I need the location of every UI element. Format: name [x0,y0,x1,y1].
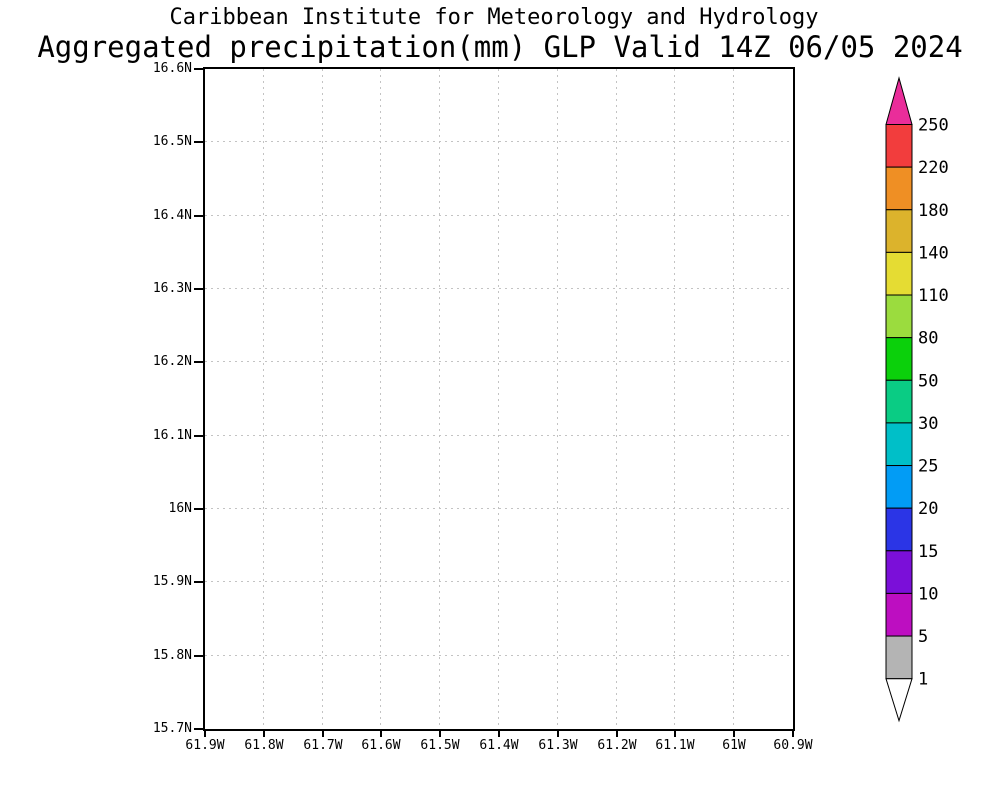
colorbar-tick-label: 20 [918,499,938,519]
lon-tick [557,729,559,737]
colorbar-segment [885,635,913,680]
grid-line-horizontal [205,435,793,436]
grid-line-vertical [557,69,558,729]
colorbar-tick-label: 180 [918,201,949,221]
lon-tick [616,729,618,737]
lat-tick-label: 16.3N [152,281,192,296]
colorbar-tick-label: 5 [918,627,928,647]
lat-tick [194,68,203,70]
grid-line-vertical [322,69,323,729]
colorbar-segment [885,166,913,211]
colorbar-segment [885,379,913,424]
lon-tick [263,729,265,737]
lon-tick [439,729,441,737]
colorbar-tick-label: 1 [918,670,928,690]
lon-tick [380,729,382,737]
colorbar-segment [885,294,913,339]
lon-tick-label: 61.9W [185,738,225,753]
lon-tick-label: 61W [722,738,746,753]
lon-tick-label: 61.4W [479,738,519,753]
grid-line-horizontal [205,361,793,362]
colorbar-tick-label: 250 [918,116,949,136]
lat-tick-label: 15.9N [152,574,192,589]
lon-tick [322,729,324,737]
grid-line-vertical [380,69,381,729]
lat-tick-label: 16.4N [152,208,192,223]
grid-line-horizontal [205,508,793,509]
lon-tick-label: 61.1W [655,738,695,753]
lat-tick [194,581,203,583]
colorbar-segment [885,592,913,637]
lon-tick [733,729,735,737]
colorbar-segment [885,465,913,509]
lon-tick-label: 61.6W [361,738,401,753]
colorbar-segment [885,550,913,594]
grid-line-horizontal [205,141,793,142]
grid-line-vertical [616,69,617,729]
lon-tick [204,729,206,737]
chart-subtitle: Aggregated precipitation(mm) GLP Valid 1… [37,30,963,64]
lon-tick-label: 61.7W [303,738,343,753]
lon-tick-label: 60.9W [773,738,813,753]
grid-line-vertical [439,69,440,729]
colorbar-segment [885,124,913,168]
colorbar-segment [885,251,913,296]
grid-line-vertical [263,69,264,729]
colorbar-above-max-arrow [885,76,913,125]
lat-tick-label: 15.8N [152,648,192,663]
grid-line-horizontal [205,581,793,582]
colorbar-tick-label: 15 [918,542,938,562]
lat-tick [194,728,203,730]
lon-tick-label: 61.2W [597,738,637,753]
grid-line-vertical [674,69,675,729]
grid-line-horizontal [205,288,793,289]
lon-tick-label: 61.5W [420,738,460,753]
lat-tick [194,435,203,437]
lat-tick [194,508,203,510]
grid-line-vertical [498,69,499,729]
grid-line-horizontal [205,655,793,656]
lat-tick [194,288,203,290]
lat-tick-label: 15.7N [152,721,192,736]
colorbar-tick-label: 50 [918,371,938,391]
colorbar-tick-label: 220 [918,158,949,178]
colorbar-segment [885,337,913,381]
colorbar-tick-label: 110 [918,286,949,306]
colorbar: 250 220 180 140 110 80 50 30 25 20 15 10 5 1 [885,76,949,723]
lon-tick [674,729,676,737]
grid-line-vertical [733,69,734,729]
lat-tick-label: 16.6N [152,61,192,76]
colorbar-tick-label: 10 [918,584,938,604]
lon-tick-label: 61.8W [244,738,284,753]
colorbar-tick-label: 25 [918,457,938,477]
colorbar-tick-label: 30 [918,414,938,434]
lat-tick [194,141,203,143]
colorbar-segment [885,422,913,467]
map-plot-area [205,69,793,729]
lon-tick [498,729,500,737]
lat-tick-label: 16.5N [152,134,192,149]
lat-tick-label: 16.2N [152,354,192,369]
colorbar-tick-label: 80 [918,329,938,349]
lon-tick [792,729,794,737]
colorbar-segment [885,507,913,552]
chart-title: Caribbean Institute for Meteorology and … [169,5,819,30]
lat-tick-label: 16N [168,501,192,516]
lat-tick [194,215,203,217]
lat-tick [194,655,203,657]
lon-tick-label: 61.3W [538,738,578,753]
lat-tick-label: 16.1N [152,428,192,443]
plot-frame [203,67,795,731]
colorbar-tick-label: 140 [918,243,949,263]
colorbar-below-min-arrow [885,678,913,723]
grid-line-horizontal [205,215,793,216]
colorbar-segment [885,209,913,253]
lat-tick [194,361,203,363]
